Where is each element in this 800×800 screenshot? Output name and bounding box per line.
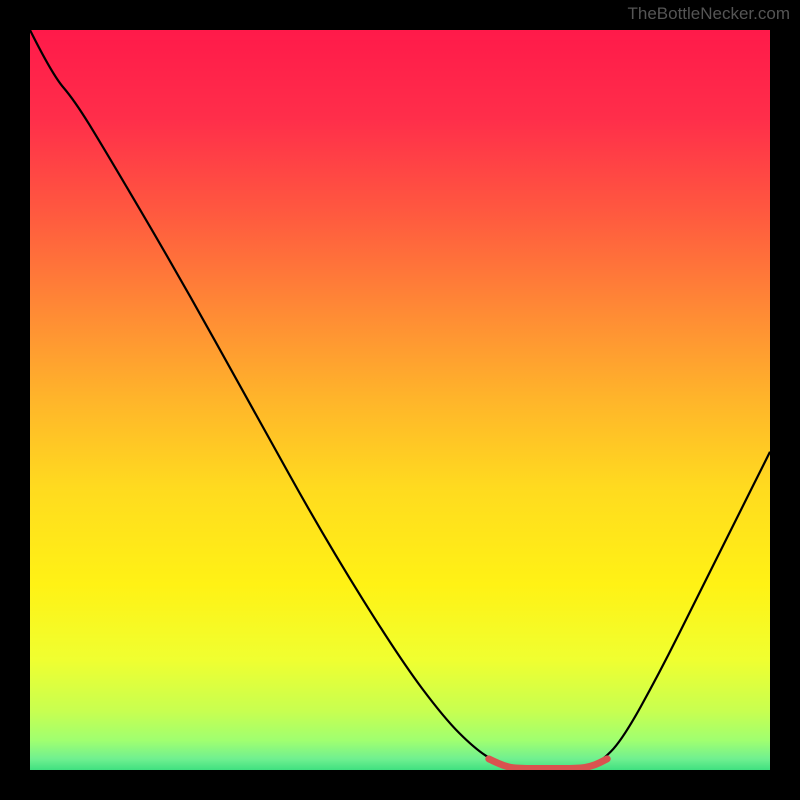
chart-svg [30, 30, 770, 770]
chart-container [30, 30, 770, 770]
watermark-text: TheBottleNecker.com [627, 4, 790, 24]
